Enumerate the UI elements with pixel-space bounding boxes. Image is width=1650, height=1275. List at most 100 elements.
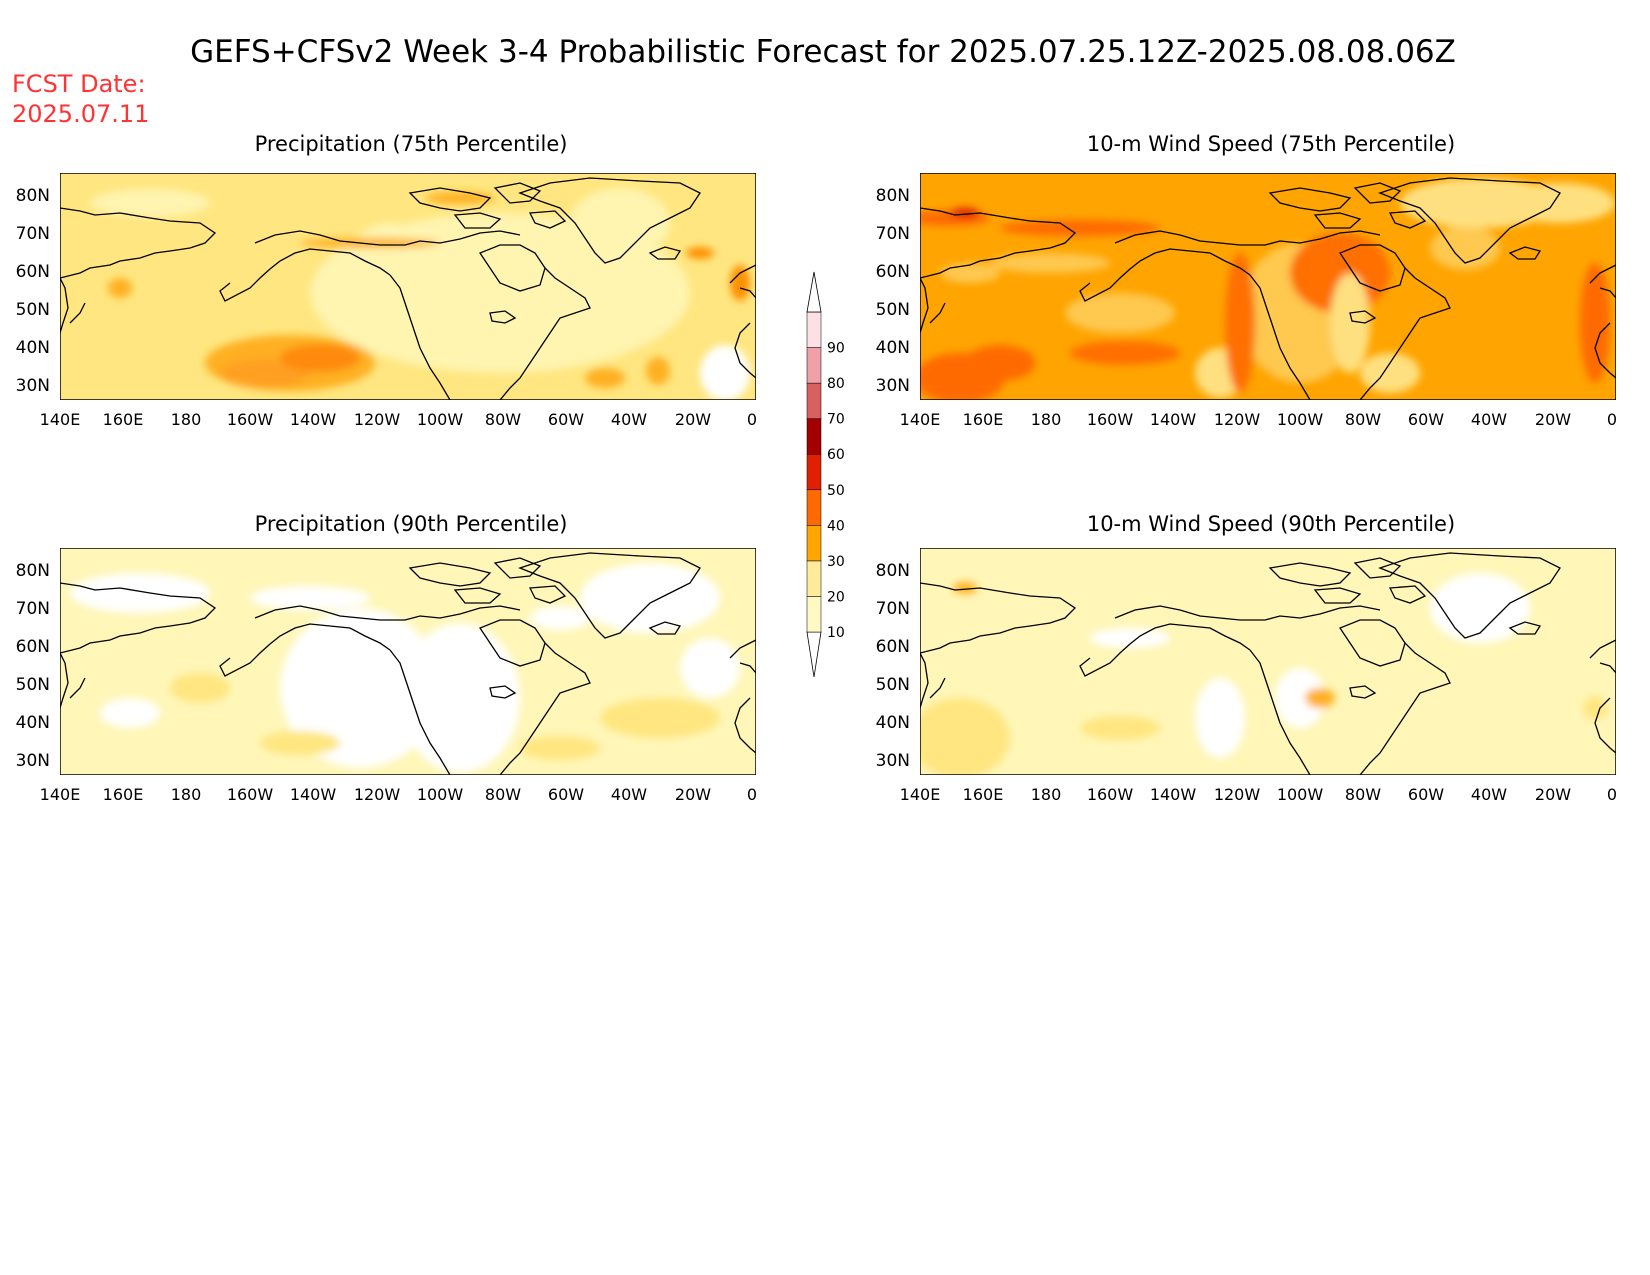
lon-tick-label: 80W — [1345, 785, 1381, 804]
panel-title: Precipitation (75th Percentile) — [255, 132, 568, 156]
lat-tick-label: 30N — [876, 751, 910, 771]
lon-tick-label: 100W — [417, 410, 464, 429]
lon-tick-label: 160E — [103, 410, 144, 429]
panel-wind-90: 10-m Wind Speed (90th Percentile) 80N 70… — [876, 512, 1617, 804]
lon-tick-label: 20W — [1535, 410, 1571, 429]
lon-tick-label: 140W — [1150, 785, 1197, 804]
lon-tick-label: 140W — [290, 410, 337, 429]
lon-tick-label: 100W — [1277, 785, 1324, 804]
lon-tick-label: 140E — [900, 410, 941, 429]
lon-tick-label: 80W — [485, 785, 521, 804]
colorbar-swatch — [806, 382, 822, 419]
colorbar-swatch — [806, 596, 822, 633]
lat-axis: 80N 70N 60N 50N 40N 30N — [876, 186, 910, 396]
lat-tick-label: 60N — [876, 262, 910, 282]
lat-tick-label: 40N — [16, 713, 50, 733]
colorbar-swatch — [806, 453, 822, 491]
colorbar: 10 20 30 40 50 60 70 80 90 — [806, 271, 845, 678]
figure-title: GEFS+CFSv2 Week 3-4 Probabilistic Foreca… — [190, 34, 1456, 70]
lon-tick-label: 160W — [227, 785, 274, 804]
lat-axis: 80N 70N 60N 50N 40N 30N — [16, 561, 50, 771]
lat-tick-label: 50N — [876, 675, 910, 695]
colorbar-level-label: 40 — [827, 518, 845, 534]
lon-axis: 140E 160E 180 160W 140W 120W 100W 80W 60… — [900, 785, 1617, 804]
lat-tick-label: 30N — [16, 376, 50, 396]
lon-tick-label: 180 — [1031, 785, 1062, 804]
lon-axis: 140E 160E 180 160W 140W 120W 100W 80W 60… — [40, 785, 757, 804]
lon-tick-label: 160E — [103, 785, 144, 804]
colorbar-swatch — [806, 525, 822, 562]
colorbar-min-arrow — [806, 631, 822, 678]
lon-tick-label: 160W — [1087, 785, 1134, 804]
lat-tick-label: 50N — [16, 300, 50, 320]
lat-tick-label: 30N — [876, 376, 910, 396]
fcst-date-label: FCST Date: — [12, 70, 146, 98]
colorbar-level-label: 90 — [827, 341, 845, 357]
lat-tick-label: 60N — [16, 637, 50, 657]
map-plot — [60, 173, 756, 400]
lon-axis: 140E 160E 180 160W 140W 120W 100W 80W 60… — [900, 410, 1617, 429]
lon-tick-label: 40W — [611, 785, 647, 804]
lon-tick-label: 180 — [1031, 410, 1062, 429]
lat-tick-label: 40N — [876, 713, 910, 733]
colorbar-level-label: 30 — [827, 554, 845, 570]
lon-axis: 140E 160E 180 160W 140W 120W 100W 80W 60… — [40, 410, 757, 429]
lat-tick-label: 70N — [16, 599, 50, 619]
lat-tick-label: 80N — [16, 561, 50, 581]
colorbar-level-label: 80 — [827, 376, 845, 392]
colorbar-level-label: 10 — [827, 625, 845, 641]
map-plot — [60, 548, 756, 775]
lon-tick-label: 0 — [1607, 410, 1617, 429]
lon-tick-label: 180 — [171, 410, 202, 429]
lat-axis: 80N 70N 60N 50N 40N 30N — [16, 186, 50, 396]
colorbar-swatch — [806, 311, 822, 348]
colorbar-swatch — [806, 418, 822, 455]
lat-tick-label: 70N — [876, 224, 910, 244]
lon-tick-label: 120W — [1214, 785, 1261, 804]
lon-tick-label: 0 — [1607, 785, 1617, 804]
colorbar-level-label: 70 — [827, 412, 845, 428]
panel-title: 10-m Wind Speed (75th Percentile) — [1087, 132, 1455, 156]
lat-tick-label: 40N — [876, 338, 910, 358]
colorbar-swatch — [806, 347, 822, 384]
lat-tick-label: 30N — [16, 751, 50, 771]
colorbar-swatch — [806, 560, 822, 597]
colorbar-level-label: 50 — [827, 483, 845, 499]
lon-tick-label: 60W — [1408, 785, 1444, 804]
lat-tick-label: 40N — [16, 338, 50, 358]
panel-wind-75: 10-m Wind Speed (75th Percentile) — [876, 132, 1617, 429]
lat-tick-label: 80N — [876, 561, 910, 581]
lon-tick-label: 0 — [747, 410, 757, 429]
lon-tick-label: 120W — [354, 785, 401, 804]
lat-tick-label: 50N — [16, 675, 50, 695]
lon-tick-label: 140W — [1150, 410, 1197, 429]
lon-tick-label: 140E — [40, 785, 81, 804]
lon-tick-label: 120W — [354, 410, 401, 429]
lon-tick-label: 160E — [963, 785, 1004, 804]
lon-tick-label: 80W — [485, 410, 521, 429]
lon-tick-label: 40W — [1471, 785, 1507, 804]
map-plot — [920, 548, 1616, 775]
panel-precip-75: Precipitation (75th Percentile) — [16, 132, 757, 429]
lat-tick-label: 70N — [16, 224, 50, 244]
lon-tick-label: 100W — [1277, 410, 1324, 429]
colorbar-swatch — [806, 489, 822, 526]
lon-tick-label: 160W — [227, 410, 274, 429]
lat-axis: 80N 70N 60N 50N 40N 30N — [876, 561, 910, 771]
lat-tick-label: 80N — [876, 186, 910, 206]
lon-tick-label: 160W — [1087, 410, 1134, 429]
lat-tick-label: 70N — [876, 599, 910, 619]
lon-tick-label: 180 — [171, 785, 202, 804]
lat-tick-label: 60N — [876, 637, 910, 657]
lon-tick-label: 100W — [417, 785, 464, 804]
lon-tick-label: 40W — [611, 410, 647, 429]
lon-tick-label: 60W — [548, 785, 584, 804]
panel-title: Precipitation (90th Percentile) — [255, 512, 568, 536]
lon-tick-label: 140W — [290, 785, 337, 804]
panel-title: 10-m Wind Speed (90th Percentile) — [1087, 512, 1455, 536]
colorbar-level-label: 20 — [827, 589, 845, 605]
lon-tick-label: 60W — [548, 410, 584, 429]
lon-tick-label: 120W — [1214, 410, 1261, 429]
colorbar-max-arrow — [806, 271, 822, 313]
lon-tick-label: 140E — [900, 785, 941, 804]
